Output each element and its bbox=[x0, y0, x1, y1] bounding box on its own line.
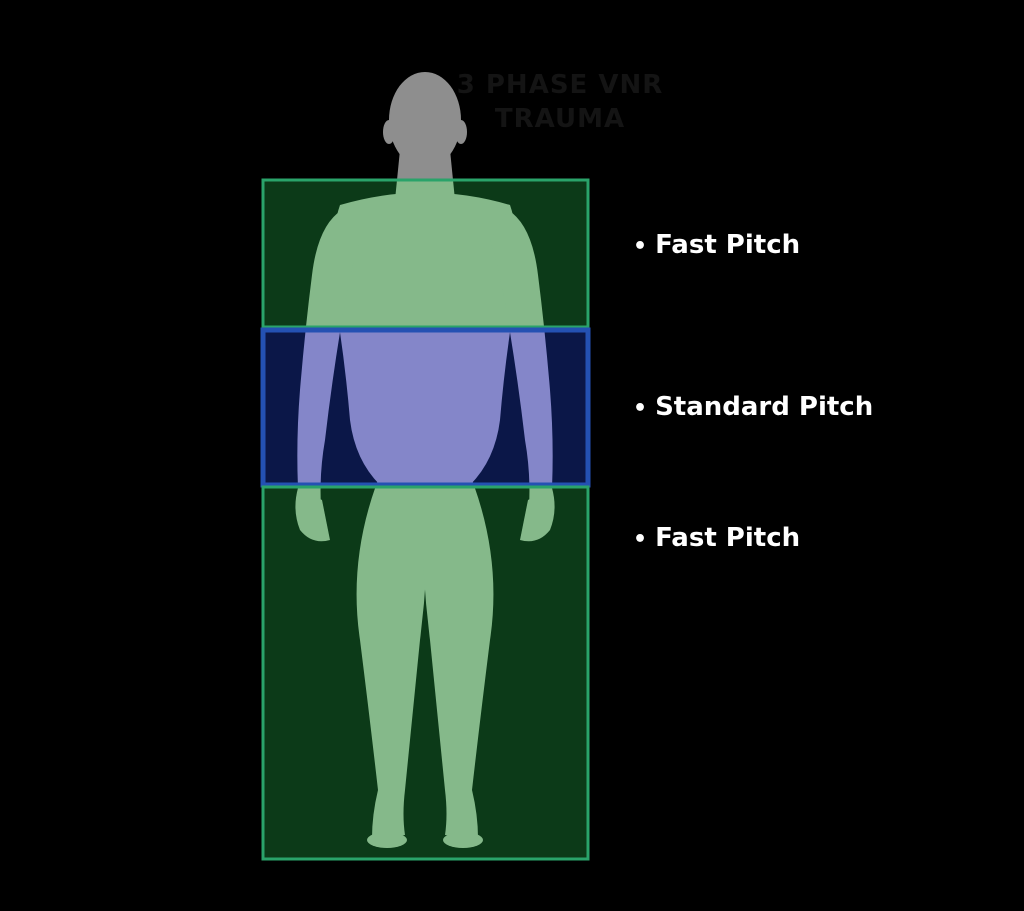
zone-label-middle: • Standard Pitch bbox=[633, 391, 873, 425]
zone-label-upper: • Fast Pitch bbox=[633, 229, 800, 263]
bullet-icon: • bbox=[633, 396, 648, 421]
zone-border bbox=[261, 485, 590, 861]
bullet-icon: • bbox=[633, 234, 648, 259]
diagram-title: 3 PHASE VNR TRAUMA bbox=[456, 70, 664, 134]
zone-label-lower-text: Fast Pitch bbox=[655, 523, 801, 553]
bullet-icon: • bbox=[633, 527, 648, 552]
zone-label-middle-text: Standard Pitch bbox=[655, 392, 874, 422]
zone-label-lower: • Fast Pitch bbox=[633, 522, 800, 556]
zone-border bbox=[261, 178, 590, 329]
zone-label-upper-text: Fast Pitch bbox=[655, 230, 801, 260]
zone-border bbox=[260, 327, 591, 488]
